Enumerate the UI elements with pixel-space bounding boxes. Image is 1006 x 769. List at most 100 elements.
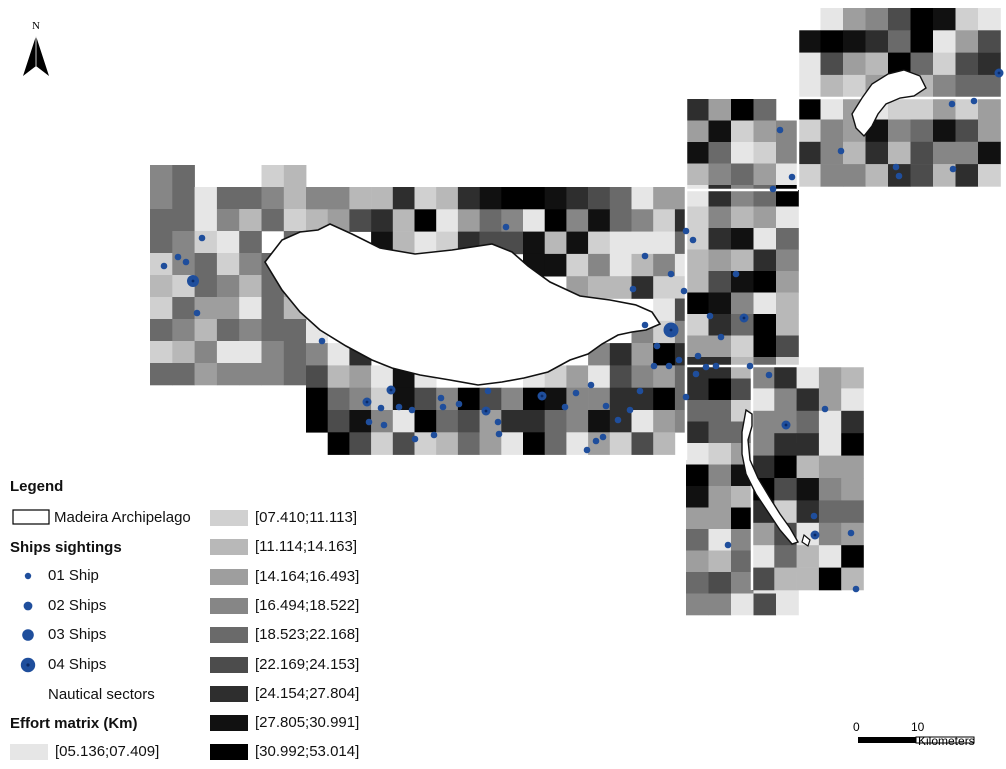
effort-cell <box>371 410 394 433</box>
effort-cell <box>544 432 567 455</box>
effort-cell <box>865 8 889 31</box>
effort-cell <box>631 410 654 433</box>
effort-cell <box>457 209 480 232</box>
effort-cell <box>631 387 654 411</box>
effort-cell <box>798 119 821 143</box>
effort-cell <box>501 432 524 455</box>
ship-sighting-point <box>484 387 492 395</box>
effort-cell <box>631 365 654 388</box>
ship1-symbol <box>24 572 32 580</box>
effort-cell <box>172 187 195 210</box>
legend-ship3: 03 Ships <box>48 626 107 643</box>
effort-cell <box>708 550 732 573</box>
ship-sighting-point <box>411 435 419 443</box>
effort-cell <box>631 253 654 277</box>
effort-cell <box>686 572 709 594</box>
effort-cell <box>686 163 709 186</box>
effort-cell <box>731 486 754 508</box>
effort-cell <box>978 119 1001 143</box>
effort-cell <box>753 314 777 336</box>
effort-cell <box>731 550 754 573</box>
effort-cell <box>609 343 632 366</box>
effort-cell <box>933 8 956 31</box>
ship-sighting-center <box>540 394 544 398</box>
effort-cell <box>349 209 372 232</box>
effort-cell <box>798 164 821 187</box>
effort-cell <box>843 74 866 98</box>
effort-cell <box>686 529 709 551</box>
effort-cell <box>820 97 844 120</box>
effort-cell <box>796 410 820 434</box>
effort-class-swatch <box>210 656 248 673</box>
effort-cell <box>150 187 173 210</box>
effort-cell <box>708 249 732 272</box>
effort-cell <box>283 341 307 364</box>
effort-cell <box>194 187 218 210</box>
effort-cell <box>888 8 911 31</box>
ship-sighting-point <box>174 253 182 261</box>
effort-cell <box>653 298 676 322</box>
effort-cell <box>776 335 799 358</box>
ship-sighting-point <box>702 363 710 371</box>
effort-cell <box>631 231 654 255</box>
effort-cell <box>392 410 415 433</box>
effort-cell <box>523 209 545 232</box>
ship-sighting-point <box>592 437 600 445</box>
effort-class-swatch <box>210 715 248 732</box>
effort-cell <box>686 271 709 293</box>
effort-cell <box>910 164 934 187</box>
desertas-islands <box>741 408 811 547</box>
effort-cell <box>414 231 437 255</box>
effort-cell <box>544 410 567 433</box>
ship-sighting-point <box>665 362 673 370</box>
effort-cell <box>216 341 240 364</box>
effort-cell <box>588 432 611 455</box>
effort-cell <box>150 341 173 364</box>
effort-cell <box>776 249 799 272</box>
effort-cell <box>955 8 979 31</box>
effort-cell <box>609 253 632 277</box>
effort-cell <box>306 187 328 210</box>
effort-cell <box>150 165 173 188</box>
effort-cell <box>392 209 415 232</box>
effort-cell <box>910 52 934 76</box>
effort-cell <box>414 410 437 433</box>
effort-cell <box>194 275 218 298</box>
ship-sighting-point <box>765 371 773 379</box>
effort-cell <box>708 443 732 465</box>
ship-sighting-center <box>191 279 195 283</box>
effort-cell <box>818 455 842 479</box>
effort-cell <box>888 119 911 143</box>
effort-cell <box>731 120 754 143</box>
effort-cell <box>753 228 777 250</box>
effort-cell <box>933 141 956 165</box>
effort-cell <box>731 206 754 229</box>
effort-cell <box>818 410 842 434</box>
effort-cell <box>753 335 777 358</box>
effort-cell <box>239 297 262 320</box>
ship-sighting-point <box>682 393 690 401</box>
effort-cell <box>752 545 775 568</box>
effort-cell <box>349 432 372 455</box>
ship-sighting-center <box>669 328 673 332</box>
effort-cell <box>686 99 709 121</box>
effort-cell <box>731 99 754 121</box>
effort-cell <box>818 388 842 412</box>
ship-sighting-point <box>810 512 818 520</box>
ship-sighting-center <box>813 533 817 537</box>
effort-cell <box>731 292 754 315</box>
effort-cell <box>731 572 754 594</box>
ship-sighting-center <box>365 400 369 404</box>
effort-cell <box>686 593 709 616</box>
effort-cell <box>686 335 709 358</box>
effort-class-swatch <box>210 744 248 761</box>
effort-cell <box>631 209 654 232</box>
effort-cell <box>776 271 799 293</box>
effort-cell <box>327 365 350 388</box>
effort-cell <box>708 99 732 121</box>
effort-cell <box>731 357 754 379</box>
ship-sighting-point <box>837 147 845 155</box>
effort-class-swatch <box>210 539 248 556</box>
effort-cell <box>371 387 394 411</box>
ship-sighting-point <box>198 234 206 242</box>
